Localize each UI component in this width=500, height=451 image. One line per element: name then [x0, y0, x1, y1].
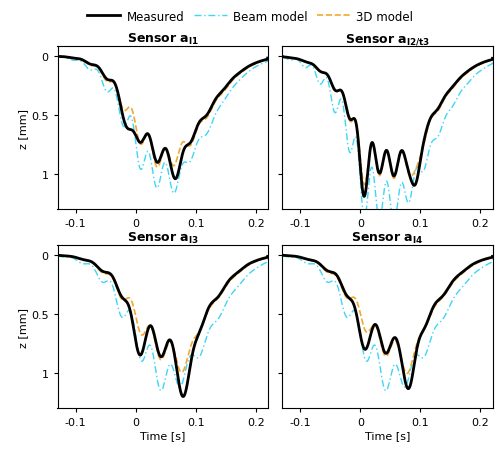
Y-axis label: z [mm]: z [mm] [18, 307, 28, 347]
Title: Sensor $\bf{a}_{l4}$: Sensor $\bf{a}_{l4}$ [352, 230, 424, 246]
Title: Sensor $\bf{a}_{l3}$: Sensor $\bf{a}_{l3}$ [126, 230, 198, 246]
Y-axis label: z [mm]: z [mm] [18, 109, 28, 148]
Legend: Measured, Beam model, 3D model: Measured, Beam model, 3D model [82, 6, 417, 28]
X-axis label: Time [s]: Time [s] [364, 430, 410, 440]
X-axis label: Time [s]: Time [s] [140, 430, 186, 440]
Title: Sensor $\bf{a}_{l1}$: Sensor $\bf{a}_{l1}$ [126, 32, 198, 47]
Title: Sensor $\bf{a}_{l2/t3}$: Sensor $\bf{a}_{l2/t3}$ [345, 32, 430, 47]
